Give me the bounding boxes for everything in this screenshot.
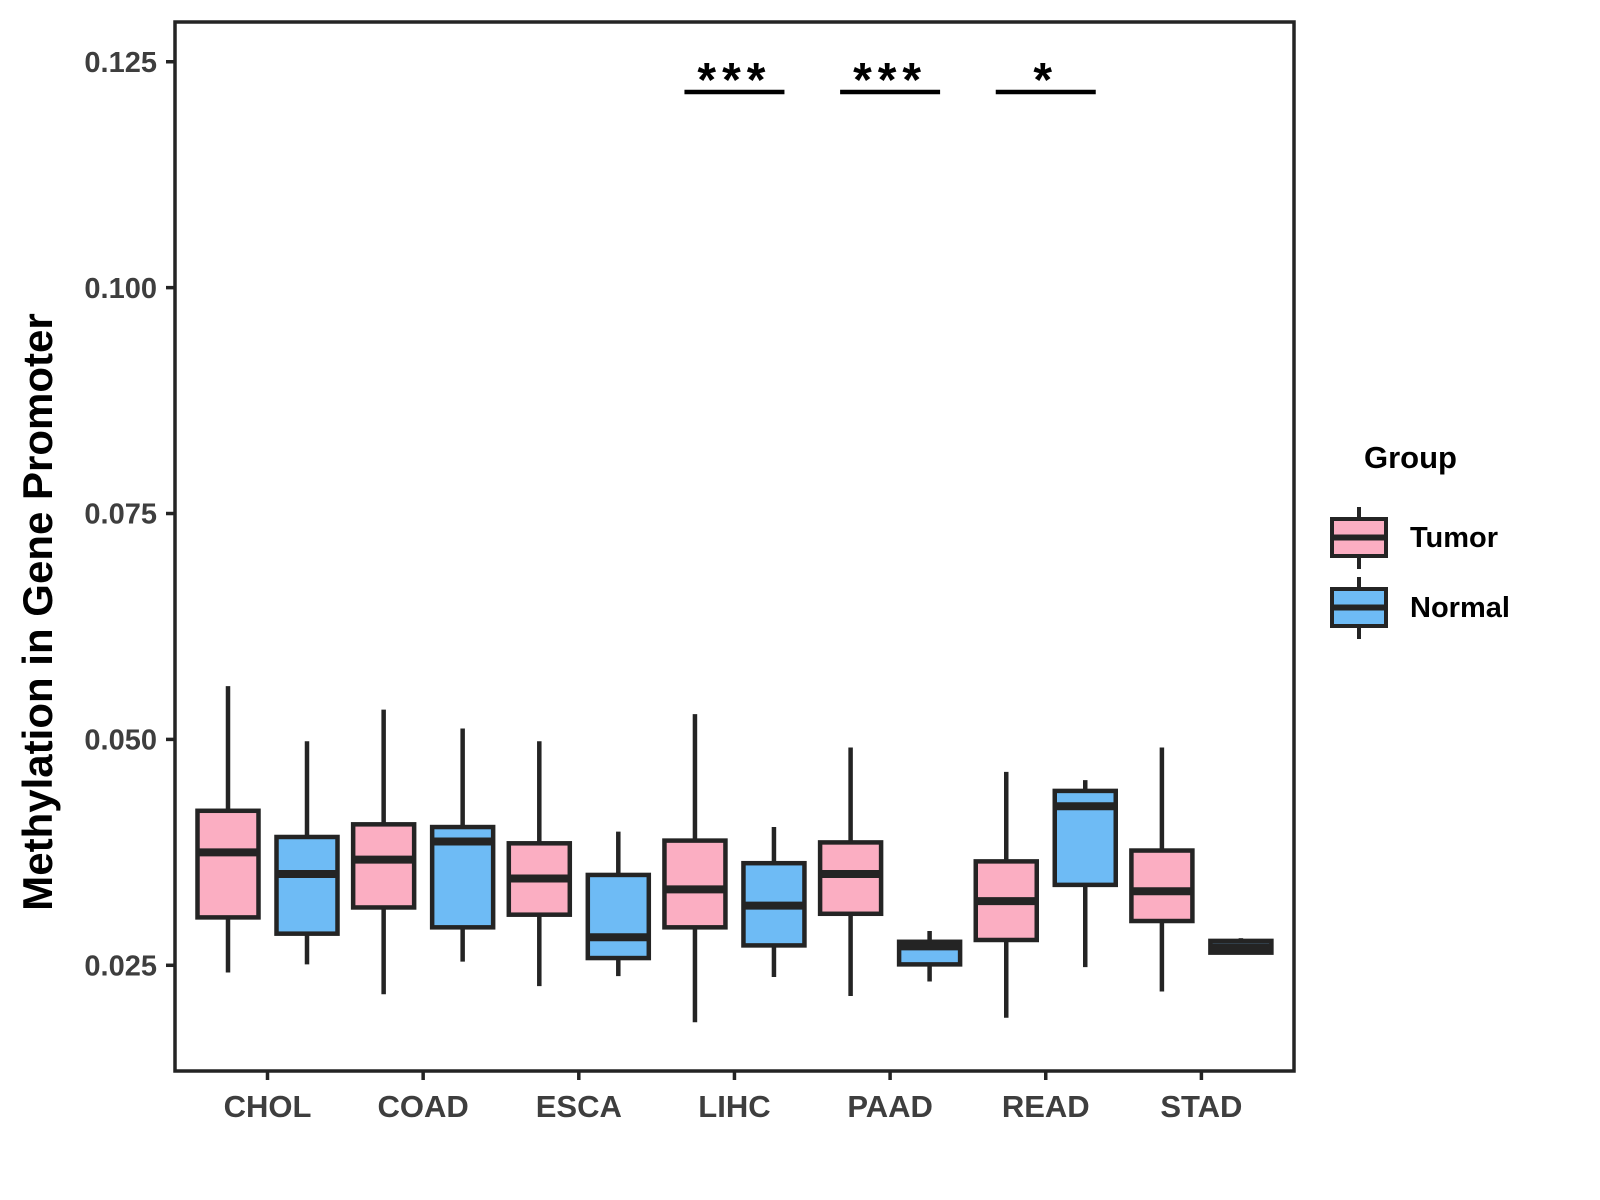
box-tumor-COAD bbox=[350, 822, 417, 910]
normal-boxplot-key-icon bbox=[1330, 577, 1388, 639]
y-tick-label-0.100: 0.100 bbox=[84, 273, 157, 305]
legend-title: Group bbox=[1364, 440, 1457, 475]
x-tick-label-CHOL: CHOL bbox=[224, 1089, 312, 1124]
legend-item-normal: Normal bbox=[1330, 573, 1590, 643]
x-tick-label-READ: READ bbox=[1002, 1089, 1090, 1124]
box-tumor-PAAD bbox=[817, 840, 884, 917]
x-tick-label-COAD: COAD bbox=[378, 1089, 469, 1124]
y-tick-label-0.050: 0.050 bbox=[84, 725, 157, 757]
box-normal-CHOL bbox=[274, 834, 340, 936]
significance-stars-LIHC: *** bbox=[697, 54, 771, 107]
significance-stars-PAAD: *** bbox=[853, 54, 927, 107]
y-tick-label-0.075: 0.075 bbox=[84, 499, 157, 531]
significance-stars-READ: * bbox=[1033, 54, 1058, 107]
x-tick-label-ESCA: ESCA bbox=[536, 1089, 622, 1124]
y-tick-label-0.125: 0.125 bbox=[84, 47, 157, 79]
x-tick-label-STAD: STAD bbox=[1160, 1089, 1242, 1124]
y-tick-label-0.025: 0.025 bbox=[84, 950, 157, 982]
legend-item-tumor: Tumor bbox=[1330, 503, 1590, 573]
panel-border bbox=[173, 20, 1296, 1073]
tumor-boxplot-key-icon bbox=[1330, 507, 1388, 569]
box-tumor-STAD bbox=[1129, 848, 1195, 924]
legend-label-tumor: Tumor bbox=[1410, 521, 1499, 554]
x-tick-label-LIHC: LIHC bbox=[698, 1089, 770, 1124]
x-tick-label-PAAD: PAAD bbox=[847, 1089, 933, 1124]
legend-label-normal: Normal bbox=[1410, 591, 1510, 624]
box-normal-ESCA bbox=[585, 872, 652, 961]
box-tumor-CHOL bbox=[195, 808, 261, 920]
legend: Group Tumor Normal bbox=[1330, 440, 1590, 643]
y-axis-title: Methylation in Gene Promoter bbox=[14, 313, 61, 911]
box-tumor-LIHC bbox=[662, 838, 728, 930]
